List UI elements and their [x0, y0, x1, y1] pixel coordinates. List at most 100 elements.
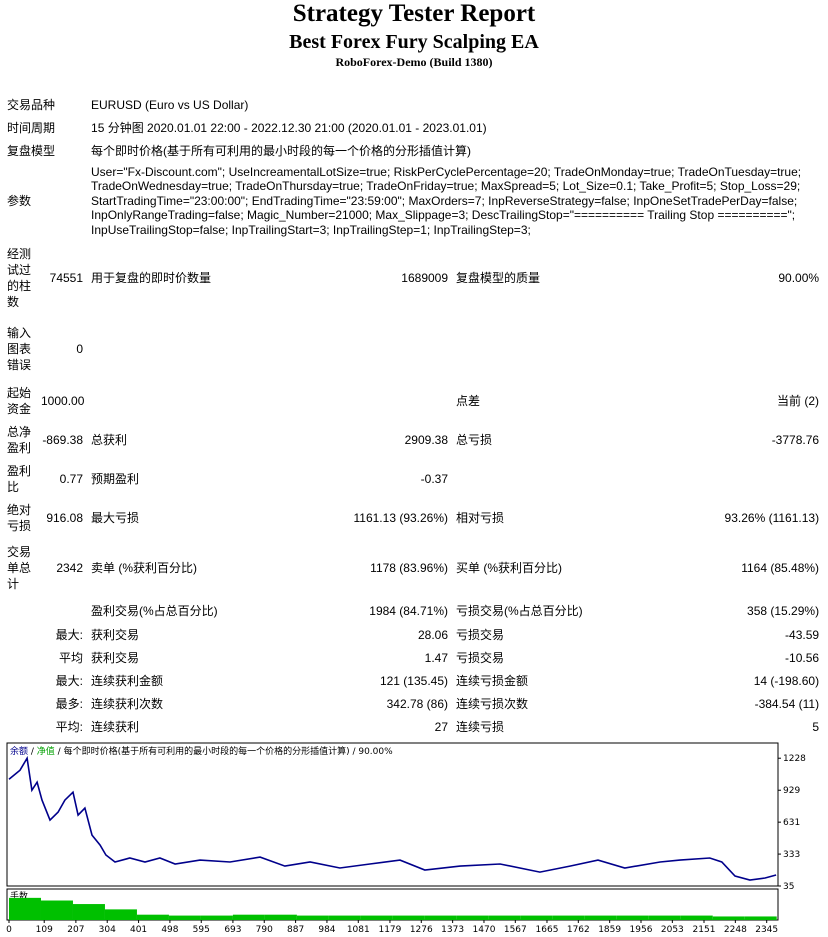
volume-bar — [424, 915, 457, 920]
x-tick-label: 887 — [287, 925, 304, 935]
volume-bar — [520, 915, 553, 920]
volume-bar — [616, 915, 649, 920]
stat-label: 起始资金 — [7, 385, 32, 416]
x-tick-label: 2053 — [661, 925, 684, 935]
x-tick-label: 2345 — [755, 925, 778, 935]
volume-bar — [136, 914, 169, 920]
stats-row: 绝对亏损 916.08 最大亏损 1161.13 (93.26%) 相对亏损 93.26%… — [3, 498, 823, 537]
stat-value: 最多: — [55, 696, 84, 711]
stat-label: 预期盈利 — [91, 471, 140, 486]
x-tick-label: 1567 — [504, 925, 527, 935]
stat-value: 90.00% — [778, 271, 820, 285]
report-subtitle: Best Forex Fury Scalping EA — [289, 31, 539, 53]
x-tick-label: 1081 — [347, 925, 370, 935]
stats-row: 经测试过的柱数 74551 用于复盘的即时价数量 1689009 复盘模型的质量 90.0… — [3, 240, 823, 316]
stat-value: 342.78 (86) — [386, 696, 449, 711]
volume-bar — [232, 914, 265, 920]
stat-value: 当前 (2) — [777, 393, 820, 408]
volume-bar — [360, 915, 393, 920]
stat-label: 亏损交易(%占总百分比) — [456, 604, 583, 618]
x-tick-label: 984 — [318, 925, 335, 935]
x-tick-label: 693 — [224, 925, 241, 935]
balance-chart: 余额 / 净值 / 每个即时价格(基于所有可利用的最小时段的每一个价格的分形插值… — [6, 742, 806, 935]
stat-value: 1984 (84.71%) — [369, 604, 449, 618]
stat-label: 交易单总计 — [7, 545, 32, 591]
stat-value: 1161.13 (93.26%) — [353, 510, 449, 525]
stat-value: 27 — [434, 719, 449, 734]
stat-value: 最大: — [55, 627, 84, 642]
summary-row: 时间周期 15 分钟图 2020.01.01 22:00 - 2022.12.30… — [3, 116, 823, 139]
stat-value: 2342 — [56, 561, 84, 575]
x-tick-label: 1373 — [441, 925, 464, 935]
stat-value: 最大: — [55, 673, 84, 688]
x-tick-label: 1470 — [473, 925, 496, 935]
x-tick-label: 1956 — [630, 925, 653, 935]
row-label: 交易品种 — [7, 97, 56, 112]
stat-label: 连续亏损次数 — [456, 696, 529, 711]
x-tick-label: 1179 — [378, 925, 401, 935]
stat-label: 输入图表错误 — [7, 325, 32, 372]
stat-value: -384.54 (11) — [754, 696, 820, 711]
empty-cell — [3, 669, 37, 692]
y-tick-label: 1228 — [783, 754, 806, 764]
stat-label: 盈利比 — [7, 463, 32, 494]
stats-row: 交易单总计 2342 卖单 (%获利百分比) 1178 (83.96%) 买单 (%获利… — [3, 537, 823, 599]
empty-cell — [3, 715, 37, 738]
legend-quality: 90.00% — [358, 747, 393, 757]
legend-model: 每个即时价格(基于所有可利用的最小时段的每一个价格的分形插值计算) — [64, 745, 350, 757]
x-tick-label: 790 — [256, 925, 273, 935]
row-label: 参数 — [7, 194, 32, 208]
legend-equity: 净值 — [37, 745, 55, 757]
empty-cell — [3, 623, 37, 646]
empty-cell — [3, 692, 37, 715]
stats-row: 输入图表错误 0 — [3, 316, 823, 381]
stat-value: 平均: — [55, 719, 84, 734]
stat-label: 连续获利 — [91, 719, 140, 734]
stat-label: 用于复盘的即时价数量 — [91, 271, 212, 285]
row-value: 15 分钟图 2020.01.01 22:00 - 2022.12.30 21:… — [91, 120, 487, 135]
volume-bar — [648, 915, 681, 920]
plot-frame — [6, 742, 779, 887]
stat-label: 最大亏损 — [91, 510, 140, 525]
stat-label: 总获利 — [91, 432, 128, 447]
stats-row: 最大: 获利交易 28.06 亏损交易 -43.59 — [3, 623, 823, 646]
x-tick-label: 2151 — [693, 925, 716, 935]
stat-value: 平均 — [59, 650, 84, 665]
volume-bar — [168, 915, 201, 920]
stat-value: 1689009 — [401, 271, 449, 285]
stat-value: 0 — [76, 341, 84, 356]
x-tick-label: 1859 — [598, 925, 621, 935]
volume-bar — [712, 916, 745, 920]
volume-bar — [200, 915, 233, 920]
summary-row: 复盘模型 每个即时价格(基于所有可利用的最小时段的每一个价格的分形插值计算) — [3, 139, 823, 162]
stat-value: 74551 — [49, 271, 84, 285]
stats-row: 总净盈利 -869.38 总获利 2909.38 总亏损 -3778.76 — [3, 420, 823, 459]
volume-bar — [104, 909, 137, 920]
stat-value: 28.06 — [417, 627, 449, 642]
volume-bar — [584, 915, 617, 920]
empty-cell — [3, 599, 37, 623]
report-table: 交易品种 EURUSD (Euro vs US Dollar) 时间周期 15 分钟图… — [3, 93, 823, 738]
empty-cell — [37, 599, 87, 623]
stat-value: 1000.00 — [41, 393, 85, 408]
stat-value: -3778.76 — [771, 432, 820, 447]
y-tick-label: 929 — [783, 786, 800, 796]
stat-value: 1178 (83.96%) — [370, 561, 449, 575]
legend: 余额 / 净值 / 每个即时价格(基于所有可利用的最小时段的每一个价格的分形插值… — [10, 745, 393, 757]
y-tick-label: 333 — [783, 850, 800, 860]
stat-value: 14 (-198.60) — [753, 673, 820, 688]
empty-cell — [3, 646, 37, 669]
y-tick-label: 35 — [783, 882, 794, 892]
stat-label: 总净盈利 — [7, 424, 32, 455]
x-tick-label: 2248 — [724, 925, 747, 935]
empty-cell — [652, 459, 823, 498]
empty-cell — [452, 316, 652, 381]
stat-value: 1.47 — [424, 650, 449, 665]
stat-label: 连续获利金额 — [91, 673, 164, 688]
x-tick-label: 207 — [67, 925, 84, 935]
stats-row: 盈利比 0.77 预期盈利 -0.37 — [3, 459, 823, 498]
empty-cell — [87, 381, 327, 420]
summary-row: 参数 User="Fx-Discount.com"; UseIncreamenta… — [3, 162, 823, 240]
volume-bar — [9, 897, 41, 920]
